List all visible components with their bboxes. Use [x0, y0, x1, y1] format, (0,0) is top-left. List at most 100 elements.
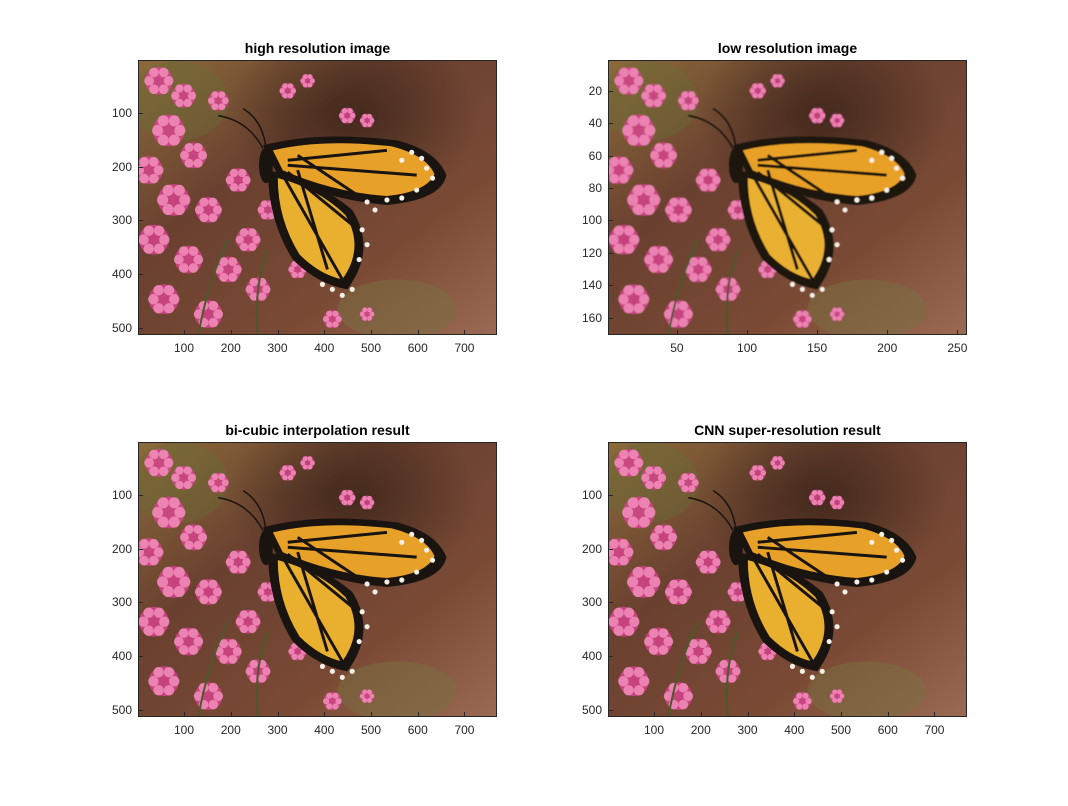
y-tick-label: 400	[111, 649, 132, 664]
x-tick-mark	[277, 330, 279, 335]
x-tick-mark	[747, 712, 749, 717]
y-tick-mark	[608, 285, 613, 287]
x-tick-label: 300	[267, 723, 288, 737]
y-tick-label: 300	[111, 595, 132, 610]
x-tick-mark	[700, 712, 702, 717]
subplot-high-resolution: high resolution image 100 200 300 400 500 100…	[112, 40, 497, 355]
x-tick-mark	[676, 330, 678, 335]
x-tick-mark	[934, 712, 936, 717]
x-tick-mark	[417, 712, 419, 717]
x-tick-label: 100	[737, 341, 758, 355]
x-tick-mark	[324, 712, 326, 717]
x-tick-mark	[277, 712, 279, 717]
y-tick-mark	[138, 327, 143, 329]
x-tick-mark	[370, 330, 372, 335]
y-tick-mark	[608, 656, 613, 658]
y-tick-mark	[608, 548, 613, 550]
butterfly-photo	[609, 443, 966, 716]
y-tick-mark	[608, 220, 613, 222]
x-tick-label: 600	[407, 723, 428, 737]
x-tick-mark	[654, 712, 655, 717]
x-tick-label: 700	[454, 341, 475, 355]
x-tick-mark	[794, 712, 796, 717]
y-tick-mark	[608, 123, 613, 125]
subplot-title: bi-cubic interpolation result	[225, 422, 410, 438]
x-tick-mark	[464, 712, 466, 717]
y-tick-label: 400	[581, 649, 602, 664]
x-tick-mark	[887, 712, 889, 717]
subplot-bicubic: bi-cubic interpolation result 100 200 300 4…	[112, 422, 497, 737]
y-tick-mark	[608, 91, 613, 93]
x-tick-mark	[370, 712, 372, 717]
x-tick-label: 100	[173, 723, 195, 737]
x-tick-label: 300	[737, 723, 758, 737]
x-tick-mark	[417, 330, 419, 335]
x-tick-mark	[464, 330, 466, 335]
x-tick-label: 500	[360, 723, 381, 737]
x-tick-mark	[230, 330, 232, 335]
x-tick-label: 50	[670, 341, 684, 355]
x-tick-label: 400	[314, 341, 335, 355]
x-tick-mark	[184, 712, 185, 717]
y-tick-mark	[138, 602, 143, 604]
y-tick-label: 120	[581, 245, 602, 260]
y-tick-mark	[608, 317, 613, 319]
x-tick-label: 200	[220, 723, 241, 737]
x-tick-label: 500	[830, 723, 851, 737]
y-tick-label: 100	[581, 487, 602, 502]
y-tick-label: 200	[581, 541, 602, 556]
x-tick-label: 100	[643, 723, 665, 737]
x-tick-mark	[230, 712, 232, 717]
y-tick-mark	[138, 709, 143, 711]
y-tick-label: 100	[581, 213, 602, 228]
x-tick-mark	[840, 712, 842, 717]
butterfly-photo	[609, 61, 966, 334]
y-tick-label: 80	[588, 181, 602, 196]
y-tick-mark	[608, 155, 613, 157]
x-tick-label: 700	[924, 723, 945, 737]
y-tick-label: 200	[111, 541, 132, 556]
butterfly-photo	[139, 61, 496, 334]
x-tick-label: 200	[220, 341, 241, 355]
y-tick-label: 100	[111, 487, 132, 502]
y-tick-mark	[138, 274, 143, 276]
x-tick-label: 600	[407, 341, 428, 355]
y-tick-mark	[608, 709, 613, 711]
y-tick-label: 500	[111, 702, 132, 717]
x-tick-label: 250	[947, 341, 968, 355]
x-tick-label: 200	[690, 723, 711, 737]
y-tick-label: 20	[588, 84, 602, 99]
y-tick-mark	[138, 112, 143, 114]
subplot-cnn-super-resolution: CNN super-resolution result 100 200 300 400…	[582, 422, 967, 737]
y-tick-mark	[608, 494, 613, 496]
x-tick-label: 200	[877, 341, 898, 355]
butterfly-photo	[139, 443, 496, 716]
x-tick-label: 400	[784, 723, 805, 737]
y-tick-mark	[138, 494, 143, 496]
subplot-title: low resolution image	[717, 40, 858, 56]
x-tick-mark	[957, 330, 959, 335]
x-tick-label: 100	[173, 341, 195, 355]
x-tick-label: 150	[807, 341, 828, 355]
subplot-title: high resolution image	[244, 40, 391, 56]
y-tick-label: 140	[581, 278, 602, 293]
y-tick-mark	[138, 220, 143, 222]
y-tick-label: 400	[111, 267, 132, 282]
axes-frame	[138, 60, 497, 335]
y-tick-label: 300	[111, 213, 132, 228]
axes-frame	[138, 442, 497, 717]
y-tick-label: 40	[588, 116, 602, 131]
axes-frame	[608, 442, 967, 717]
y-tick-label: 160	[581, 310, 602, 325]
x-tick-label: 500	[360, 341, 381, 355]
y-tick-label: 500	[581, 702, 602, 717]
y-tick-mark	[138, 166, 143, 168]
y-tick-label: 100	[111, 105, 132, 120]
x-tick-mark	[747, 330, 749, 335]
y-tick-label: 60	[588, 148, 602, 163]
y-tick-mark	[608, 602, 613, 604]
x-tick-label: 600	[877, 723, 898, 737]
y-tick-label: 500	[111, 320, 132, 335]
y-tick-mark	[608, 252, 613, 254]
